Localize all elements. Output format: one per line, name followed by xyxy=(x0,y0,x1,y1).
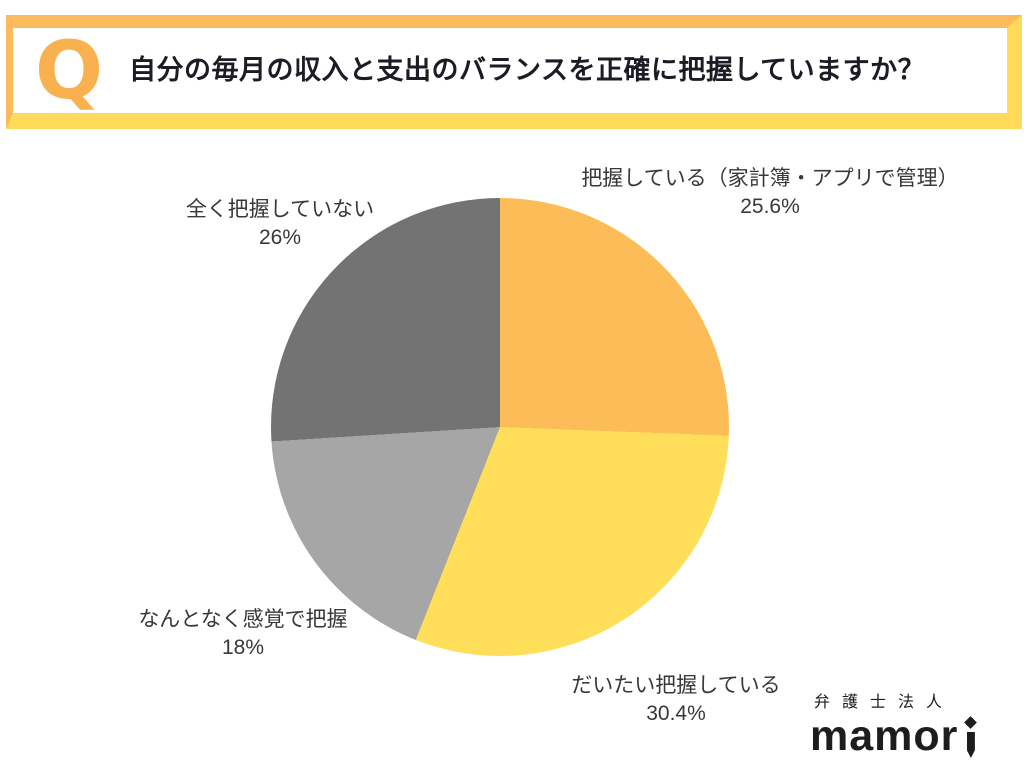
pie-label-vague-sense: なんとなく感覚で把握 18% xyxy=(93,606,393,662)
brand-prefix: mamor xyxy=(810,712,959,760)
logo-company-text: 弁護士法人 xyxy=(814,694,955,711)
mamori-logo: 弁護士法人 mamor xyxy=(800,688,1020,758)
question-header: Q 自分の毎月の収入と支出のバランスを正確に把握していますか？ xyxy=(6,15,1022,129)
pie-label-not-grasp: 全く把握していない 26% xyxy=(130,196,430,252)
tapered-stem-icon xyxy=(966,732,975,758)
question-title: 自分の毎月の収入と支出のバランスを正確に把握していますか？ xyxy=(129,55,926,85)
pie-chart xyxy=(271,198,729,656)
pie-label-roughly-grasp: だいたい把握している 30.4% xyxy=(526,672,826,728)
pie-label-value: 25.6% xyxy=(740,195,800,218)
pie-label-text: だいたい把握している xyxy=(571,674,781,697)
pie-label-text: なんとなく感覚で把握 xyxy=(138,608,348,631)
logo-brand-text: mamor xyxy=(810,715,1020,758)
q-mark: Q xyxy=(35,23,104,117)
brand-letter-i-icon xyxy=(963,716,978,758)
pie-label-text: 把握している（家計簿・アプリで管理） xyxy=(581,167,959,190)
pie-label-text: 全く把握していない xyxy=(185,198,375,221)
pie-label-value: 26% xyxy=(258,226,302,249)
pie-label-value: 18% xyxy=(221,636,265,659)
pie-label-value: 30.4% xyxy=(646,702,706,725)
diamond-dot-icon xyxy=(964,716,978,729)
pie-label-grasp-managed: 把握している（家計簿・アプリで管理） 25.6% xyxy=(545,165,995,221)
